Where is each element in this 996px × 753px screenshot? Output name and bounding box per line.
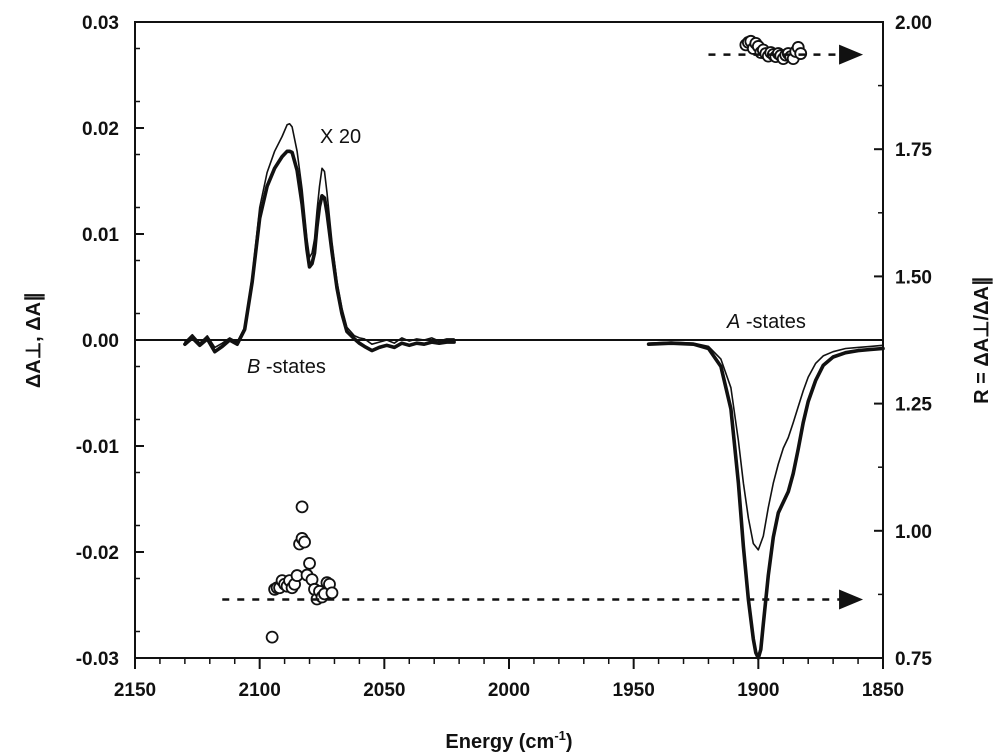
x-tick-label: 2150 [114, 680, 156, 701]
annotation-a-states: A -states [726, 311, 806, 333]
x-tick-label: 2000 [488, 680, 530, 701]
x-tick-label: 1850 [862, 680, 904, 701]
y-left-tick-label: 0.01 [82, 225, 119, 246]
x-axis-title-main: Energy (cm [445, 731, 554, 753]
annotation-a-italic: A [726, 311, 740, 333]
x-tick-label: 1900 [737, 680, 779, 701]
annotation-b-italic: B [247, 356, 260, 378]
ratio-point [295, 500, 309, 514]
y-left-tick-label: -0.01 [76, 437, 120, 458]
series-line-3-thick [646, 341, 885, 660]
x-axis-title-sup: -1 [554, 728, 566, 743]
x-axis-title: Energy (cm-1) [445, 728, 572, 753]
y-right-tick-label: 2.00 [895, 13, 932, 34]
y-left-tick-label: -0.02 [76, 543, 119, 564]
series-line-0-thin [184, 123, 455, 349]
y-left-tick-label: 0.02 [82, 119, 119, 140]
y-left-tick-label: -0.03 [76, 649, 119, 670]
axes: 2150 2100 2050 2000 1950 1900 1850 -0.03 -0.02 -0… [76, 13, 933, 701]
annotation-b-rest: -states [260, 356, 326, 378]
series-layer [183, 34, 885, 660]
annotation-x20: X 20 [320, 126, 361, 148]
y-axis-right-title: R = ΔA⊥/ΔA∥ [971, 276, 993, 404]
ratio-point [325, 586, 339, 600]
arrow-head [839, 589, 864, 610]
ratio-point [303, 556, 316, 570]
series-line-1-thick [183, 149, 456, 354]
annotation-b-states: B -states [247, 356, 326, 378]
y-axis-left-title: ΔA⊥, ΔA∥ [23, 292, 45, 388]
y-right-tick-label: 0.75 [895, 649, 932, 670]
y-right-tick-label: 1.75 [895, 140, 932, 161]
labels: Energy (cm-1) ΔA⊥, ΔA∥ R = ΔA⊥/ΔA∥ X 20 … [23, 126, 993, 753]
y-right-tick-label: 1.50 [895, 267, 932, 288]
arrow-head [839, 44, 864, 65]
x-tick-label: 1950 [613, 680, 655, 701]
x-axis-title-end: ) [566, 731, 573, 753]
y-right-tick-label: 1.00 [895, 522, 932, 543]
x-tick-label: 2100 [239, 680, 281, 701]
y-left-tick-label: 0.03 [82, 13, 119, 34]
annotation-a-rest: -states [740, 311, 806, 333]
y-right-tick-label: 1.25 [895, 395, 932, 416]
ratio-point [265, 630, 279, 644]
y-left-tick-label: 0.00 [82, 331, 119, 352]
series-line-2-thin [647, 341, 884, 551]
x-tick-label: 2050 [363, 680, 405, 701]
ratio-point [298, 535, 311, 549]
